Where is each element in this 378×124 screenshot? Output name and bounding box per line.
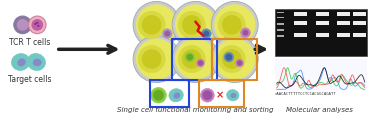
Circle shape xyxy=(136,39,177,80)
Circle shape xyxy=(203,90,212,100)
Circle shape xyxy=(211,36,258,83)
Circle shape xyxy=(218,11,245,39)
Circle shape xyxy=(31,19,43,31)
Circle shape xyxy=(163,29,172,39)
Bar xyxy=(294,12,307,16)
Bar xyxy=(294,33,307,37)
Ellipse shape xyxy=(231,93,236,98)
Circle shape xyxy=(36,22,39,24)
Text: Molecular analyses: Molecular analyses xyxy=(287,107,353,113)
Bar xyxy=(212,39,257,80)
Circle shape xyxy=(224,52,234,62)
Circle shape xyxy=(172,36,219,83)
Circle shape xyxy=(142,15,161,35)
Ellipse shape xyxy=(227,90,239,101)
Bar xyxy=(277,16,284,18)
Bar xyxy=(294,21,307,25)
Circle shape xyxy=(186,54,193,61)
Bar xyxy=(353,33,366,37)
Text: Target cells: Target cells xyxy=(8,75,51,84)
Circle shape xyxy=(214,39,255,80)
Bar xyxy=(353,21,366,25)
Bar xyxy=(275,59,367,90)
Text: Single cell functional monitoring and sorting: Single cell functional monitoring and so… xyxy=(118,107,274,113)
Circle shape xyxy=(178,45,205,73)
Circle shape xyxy=(17,19,28,31)
Circle shape xyxy=(138,11,165,39)
Circle shape xyxy=(34,23,37,25)
Ellipse shape xyxy=(11,54,30,70)
Circle shape xyxy=(151,87,166,103)
Circle shape xyxy=(197,59,204,67)
Circle shape xyxy=(225,54,232,61)
Bar xyxy=(150,80,189,107)
Circle shape xyxy=(182,49,201,69)
Text: sAACACTTTTTCCTCCACGGCAGATT: sAACACTTTTTCCTCCACGGCAGATT xyxy=(275,92,336,96)
Circle shape xyxy=(28,16,46,34)
Bar xyxy=(198,80,243,107)
Circle shape xyxy=(243,30,248,36)
Circle shape xyxy=(172,1,219,48)
Circle shape xyxy=(222,49,242,69)
Circle shape xyxy=(222,15,242,35)
Circle shape xyxy=(218,45,245,73)
Text: TCR T cells: TCR T cells xyxy=(9,38,50,46)
Circle shape xyxy=(133,36,180,83)
Circle shape xyxy=(182,15,201,35)
Bar xyxy=(338,21,350,25)
Circle shape xyxy=(211,1,258,48)
Circle shape xyxy=(175,4,216,45)
Circle shape xyxy=(133,1,180,48)
Circle shape xyxy=(37,25,39,27)
Circle shape xyxy=(138,45,165,73)
Circle shape xyxy=(178,11,205,39)
Circle shape xyxy=(14,16,31,34)
Circle shape xyxy=(241,28,250,38)
Circle shape xyxy=(164,31,170,37)
Circle shape xyxy=(185,52,195,62)
Bar xyxy=(316,12,328,16)
Circle shape xyxy=(198,60,203,66)
Bar xyxy=(316,21,328,25)
Circle shape xyxy=(237,60,242,66)
Circle shape xyxy=(175,39,216,80)
Bar xyxy=(316,33,328,37)
Circle shape xyxy=(153,90,164,101)
Circle shape xyxy=(236,59,243,67)
Circle shape xyxy=(136,4,177,45)
Bar xyxy=(275,9,367,56)
Circle shape xyxy=(201,29,211,39)
Bar xyxy=(277,12,284,13)
Bar xyxy=(338,33,350,37)
Ellipse shape xyxy=(169,89,183,102)
Bar xyxy=(338,12,350,16)
Bar xyxy=(277,23,284,25)
Circle shape xyxy=(214,4,255,45)
Bar xyxy=(277,35,284,37)
Bar xyxy=(353,12,366,16)
Circle shape xyxy=(201,88,214,102)
Ellipse shape xyxy=(33,59,42,66)
Circle shape xyxy=(203,31,209,37)
Ellipse shape xyxy=(17,59,26,66)
Circle shape xyxy=(142,49,161,69)
Bar xyxy=(172,39,217,80)
Ellipse shape xyxy=(174,93,180,99)
Ellipse shape xyxy=(27,54,45,70)
Bar xyxy=(277,29,284,31)
Text: ×: × xyxy=(216,90,224,100)
